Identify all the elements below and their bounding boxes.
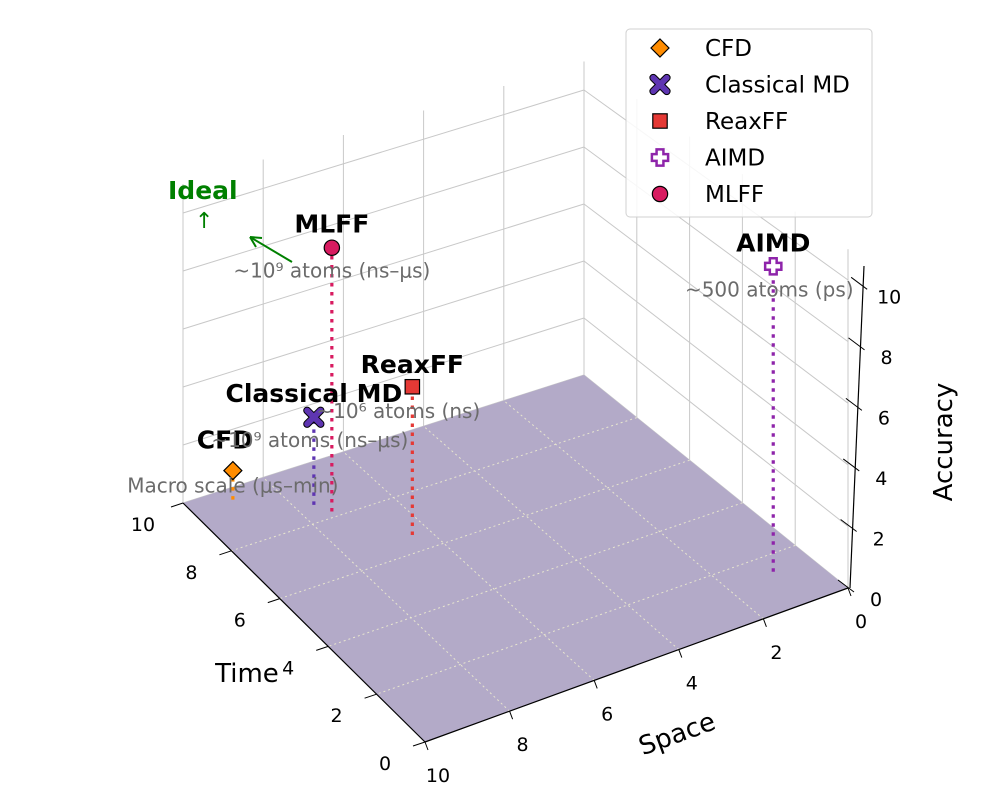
note-cfd: Macro scale (μs–min) xyxy=(127,474,338,498)
time-tick-label: 0 xyxy=(379,753,391,775)
point-aimd xyxy=(763,256,783,276)
time-tick-label: 2 xyxy=(331,705,343,727)
accuracy-tick-mark xyxy=(845,397,863,411)
legend-label-classical-md: Classical MD xyxy=(705,73,850,99)
floor-surface xyxy=(183,375,848,742)
gridline xyxy=(583,203,849,404)
accuracy-tick-mark xyxy=(850,276,868,290)
legend-label-aimd: AIMD xyxy=(705,146,765,172)
time-tick-mark xyxy=(219,550,232,556)
ideal-annotation: Ideal ↑ xyxy=(168,176,293,263)
point-mlff xyxy=(323,239,341,256)
legend-box xyxy=(625,28,873,218)
accuracy-axis-label: Accuracy xyxy=(929,383,959,502)
time-tick-mark xyxy=(170,502,184,508)
space-tick-mark xyxy=(593,680,598,689)
gridline xyxy=(182,146,585,272)
accuracy-tick-label: 2 xyxy=(873,528,885,550)
space-tick-label: 6 xyxy=(601,703,613,725)
accuracy-axis-line xyxy=(849,265,865,589)
floor-gridline xyxy=(376,544,796,695)
space-tick-label: 0 xyxy=(855,611,867,633)
note-classical-md: ~10⁹ atoms (ns–μs) xyxy=(211,428,408,452)
ideal-arrow-head xyxy=(249,236,263,248)
accuracy-tick-label: 0 xyxy=(870,589,882,611)
x-marker-fill xyxy=(304,407,324,427)
label-mlff: MLFF xyxy=(294,210,369,239)
space-axis-label: Space xyxy=(635,707,720,762)
floor-pane xyxy=(183,375,848,742)
space-tick-mark xyxy=(847,587,852,597)
x-marker-fill xyxy=(650,74,670,95)
floor-gridline xyxy=(262,477,510,712)
ideal-arrow-line xyxy=(249,236,293,263)
stems xyxy=(231,247,775,572)
time-tick-label: 4 xyxy=(282,657,294,679)
legend-label-mlff: MLFF xyxy=(705,182,764,208)
label-cfd: CFD xyxy=(197,426,253,455)
time-tick-mark xyxy=(364,693,377,699)
space-tick-mark xyxy=(678,649,683,658)
label-reaxff: ReaxFF xyxy=(361,350,464,379)
accuracy-tick-label: 8 xyxy=(880,347,892,369)
accuracy-tick-mark xyxy=(837,579,855,593)
time-tick-label: 10 xyxy=(131,514,155,536)
time-tick-label: 6 xyxy=(234,610,246,632)
accuracy-tick-label: 10 xyxy=(877,286,901,308)
left-wall-pane xyxy=(183,61,584,503)
gridline xyxy=(182,260,585,388)
floor-gridline xyxy=(328,502,743,647)
space-tick-mark xyxy=(509,711,514,720)
accuracy-tick-label: 4 xyxy=(875,468,887,490)
legend-marker-mlff xyxy=(651,185,669,203)
floor-gridline xyxy=(279,459,690,600)
ideal-up-arrow: ↑ xyxy=(195,209,213,234)
space-tick-label: 8 xyxy=(517,734,529,756)
time-tick-mark xyxy=(316,645,329,651)
accuracy-tick-mark xyxy=(842,458,860,472)
legend-label-reaxff: ReaxFF xyxy=(705,109,788,135)
space-tick-label: 4 xyxy=(686,673,698,695)
gridline xyxy=(182,317,585,446)
gridline xyxy=(182,89,585,214)
legend-marker-aimd xyxy=(650,148,670,167)
legend-label-cfd: CFD xyxy=(705,36,752,62)
time-axis-line xyxy=(182,502,426,743)
accuracy-tick-mark xyxy=(848,337,865,351)
space-tick-label: 2 xyxy=(770,642,782,664)
ideal-label: Ideal xyxy=(168,176,238,205)
point-cfd xyxy=(223,460,243,481)
point-classical-md xyxy=(303,406,325,428)
legend-marker-classical-md xyxy=(649,73,671,96)
points xyxy=(223,239,783,481)
note-reaxff: ~10⁶ atoms (ns) xyxy=(316,399,480,423)
space-tick-mark xyxy=(762,618,767,627)
time-tick-label: 8 xyxy=(185,562,197,584)
floor-gridline xyxy=(231,417,637,552)
time-axis-label: Time xyxy=(214,659,279,689)
floor-gridline xyxy=(503,400,764,620)
label-aimd: AIMD xyxy=(736,228,810,257)
floor-gridline xyxy=(343,451,595,681)
gridline xyxy=(583,260,849,466)
space-tick-mark xyxy=(424,741,429,751)
point-labels: CFD Macro scale (μs–min) Classical MD ~10⁹ … xyxy=(127,210,853,498)
label-classical-md: Classical MD xyxy=(225,379,402,408)
legend: CFD Classical MD ReaxFF AIMD MLFF xyxy=(625,28,873,218)
gridline xyxy=(583,317,849,527)
time-tick-mark xyxy=(267,598,280,604)
accuracy-tick-mark xyxy=(840,519,857,532)
note-mlff: ~10⁹ atoms (ns–μs) xyxy=(233,259,430,283)
legend-marker-cfd xyxy=(650,38,670,58)
gridline xyxy=(182,203,585,330)
legend-marker-reaxff xyxy=(652,113,668,129)
space-tick-label: 10 xyxy=(426,765,450,787)
floor-gridline xyxy=(423,425,680,650)
accuracy-tick-label: 6 xyxy=(878,407,890,429)
space-axis-line xyxy=(424,587,849,743)
point-reaxff xyxy=(404,378,421,395)
note-aimd: ~500 atoms (ps) xyxy=(685,277,854,301)
time-tick-mark xyxy=(412,741,426,747)
